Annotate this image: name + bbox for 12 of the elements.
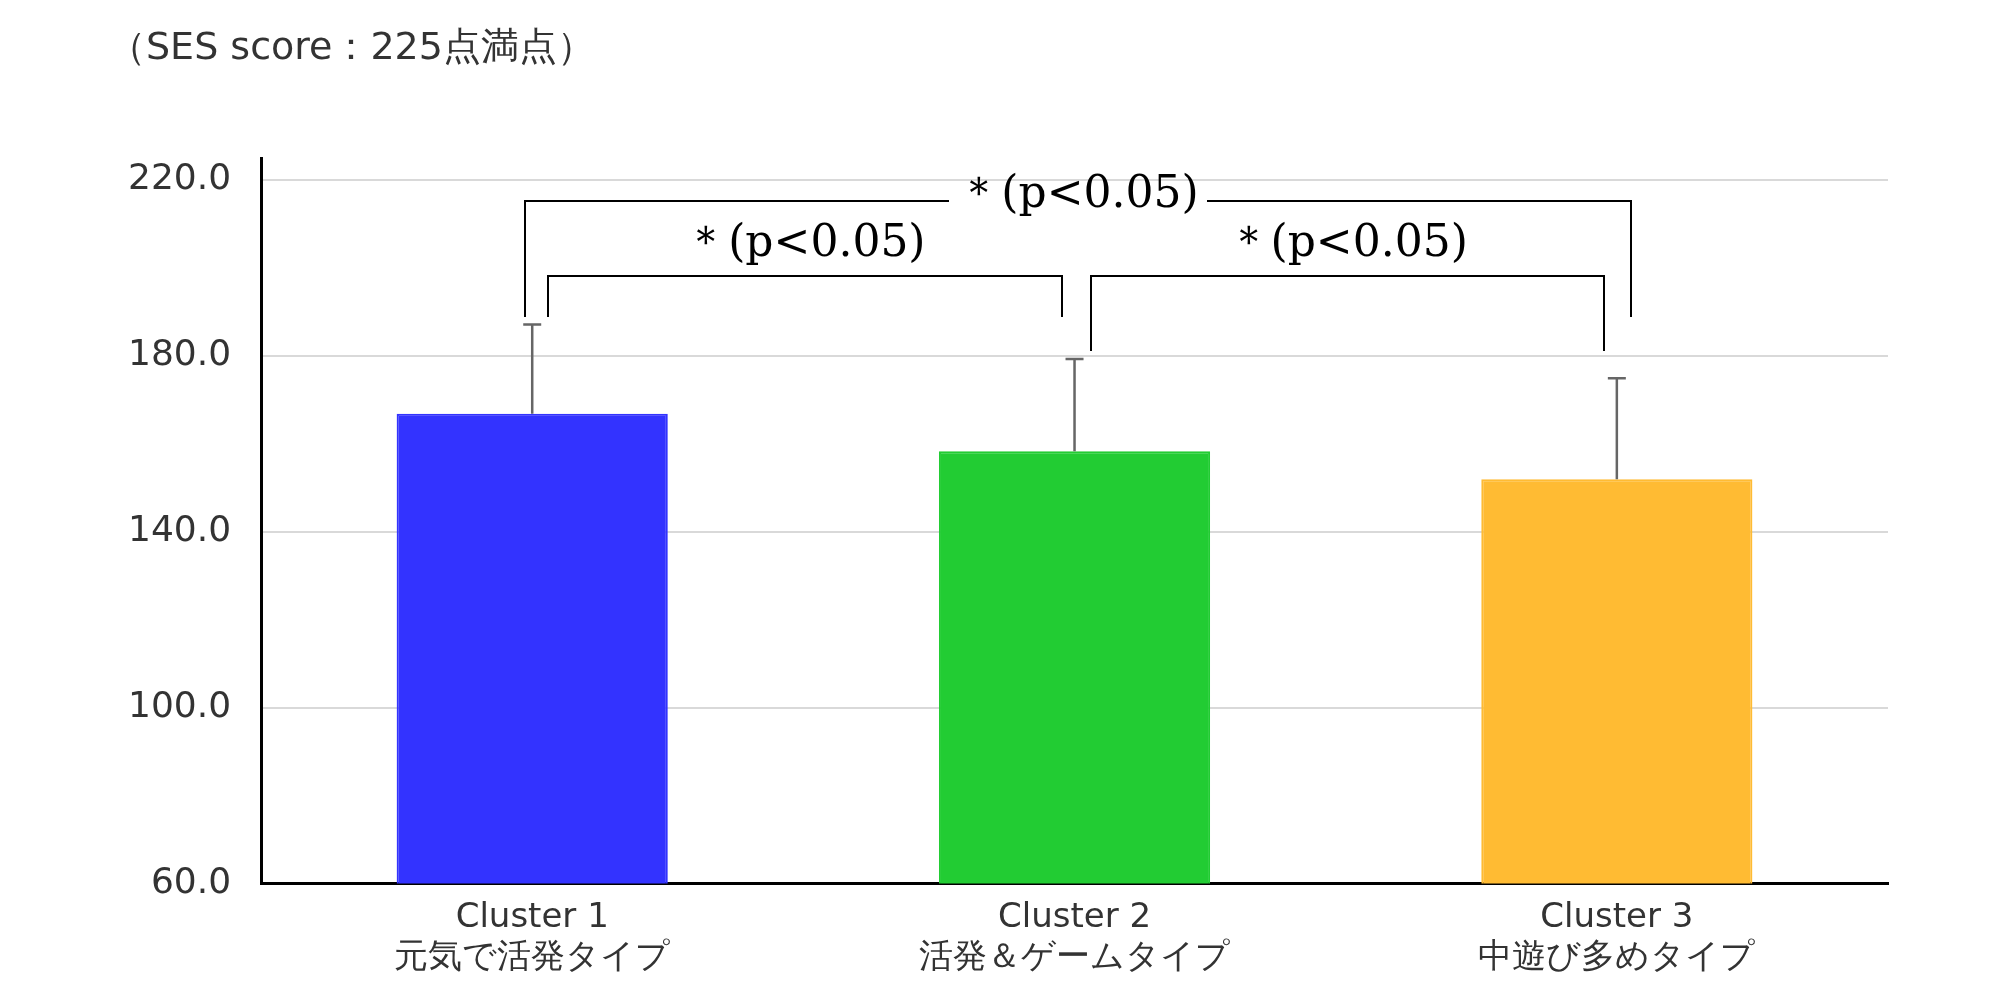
y-tick-label: 60.0 (150, 859, 232, 901)
y-tick-label: 140.0 (128, 508, 232, 550)
y-tick-label: 180.0 (128, 332, 232, 374)
annotation: ＊(p<0.05) (684, 215, 926, 267)
x-tick-label: Cluster 1 元気で活発タイプ (394, 894, 671, 976)
y-tick-label: 220.0 (128, 156, 232, 198)
annotation: ＊(p<0.05) (957, 166, 1199, 218)
annotation: ＊(p<0.05) (1226, 215, 1468, 267)
x-tick-label: Cluster 2 活発＆ゲームタイプ (919, 894, 1231, 976)
y-tick-label: 100.0 (128, 683, 232, 725)
x-tick-label: Cluster 3 中遊び多めタイプ (1478, 894, 1756, 976)
y-axis-title: （SES score：225点満点） (108, 23, 595, 68)
